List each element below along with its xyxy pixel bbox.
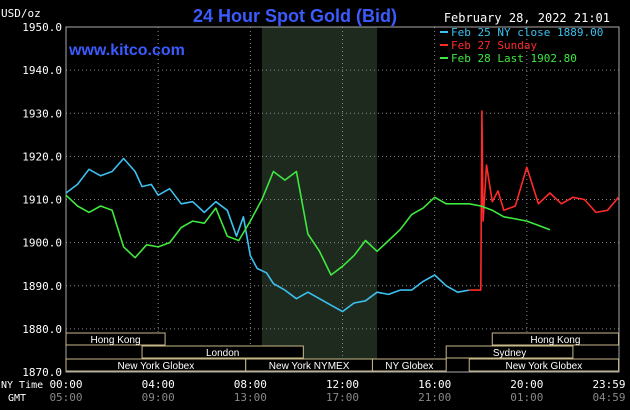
y-tick-label: 1950.0: [22, 21, 62, 34]
x-tick-label-gmt: 09:00: [142, 391, 175, 404]
y-axis-label: USD/oz: [1, 7, 41, 20]
y-tick-label: 1900.0: [22, 237, 62, 250]
plot-border: [65, 26, 620, 373]
series-lines: [65, 110, 620, 313]
y-tick-labels: 1950.0 1940.0 1930.0 1920.0 1910.0 1900.0 1890…: [22, 21, 62, 379]
market-session-label: Hong Kong: [530, 335, 580, 346]
y-tick-label: 1920.0: [22, 150, 62, 163]
x-tick-label-ny: 12:00: [326, 378, 359, 391]
y-tick-label: 1890.0: [22, 280, 62, 293]
series-line: [469, 110, 620, 291]
x-tick-label-ny: 08:00: [234, 378, 267, 391]
x-tick-label-ny: 00:00: [49, 378, 82, 391]
x-tick-label-ny: 16:00: [418, 378, 451, 391]
session-highlight-band: [261, 27, 378, 372]
grid-lines: [65, 26, 620, 373]
x-tick-label-gmt: 13:00: [234, 391, 267, 404]
chart-timestamp: February 28, 2022 21:01: [444, 11, 610, 25]
series-line: [65, 157, 470, 313]
y-tick-label: 1940.0: [22, 64, 62, 77]
market-session-bar: [65, 332, 166, 346]
x-tick-label-ny: 23:59: [592, 378, 625, 391]
series-line: [65, 170, 551, 276]
market-session-bars: Hong Kong Hong Kong London Sydney New York G…: [65, 332, 620, 372]
legend-entry: Feb 28 Last 1902.80: [451, 52, 577, 65]
x-tick-label-gmt: 05:00: [49, 391, 82, 404]
market-session-label: New York NYMEX: [269, 361, 350, 372]
x-tick-label-ny: 20:00: [510, 378, 543, 391]
x-tick-label-gmt: 01:00: [510, 391, 543, 404]
market-session-label: NY Globex: [385, 361, 433, 372]
market-session-bar: [141, 345, 304, 359]
market-session-bar: [371, 358, 447, 372]
market-session-bar: [445, 345, 574, 359]
market-session-label: New York Globex: [118, 361, 195, 372]
x-tick-label-ny: 04:00: [142, 378, 175, 391]
y-tick-label: 1870.0: [22, 366, 62, 379]
source-link[interactable]: www.kitco.com: [68, 42, 185, 59]
y-tick-label: 1910.0: [22, 194, 62, 207]
legend-entry: Feb 25 NY close 1889.00: [451, 26, 603, 39]
market-session-label: Hong Kong: [91, 335, 141, 346]
x-tick-label-gmt: 21:00: [418, 391, 451, 404]
market-session-label: London: [206, 348, 239, 359]
market-session-label: New York Globex: [506, 361, 583, 372]
ny-time-axis-label: NY Time: [1, 380, 43, 391]
legend-entry: Feb 27 Sunday: [451, 39, 537, 52]
market-session-label: Sydney: [493, 348, 526, 359]
market-session-bar: [468, 358, 620, 372]
x-tick-label-gmt: 04:59: [592, 391, 625, 404]
chart-title: 24 Hour Spot Gold (Bid): [193, 6, 397, 26]
y-tick-label: 1930.0: [22, 107, 62, 120]
y-tick-label: 1880.0: [22, 323, 62, 336]
x-tick-label-gmt: 17:00: [326, 391, 359, 404]
market-session-bar: [491, 332, 620, 346]
gmt-axis-label: GMT: [8, 393, 26, 404]
